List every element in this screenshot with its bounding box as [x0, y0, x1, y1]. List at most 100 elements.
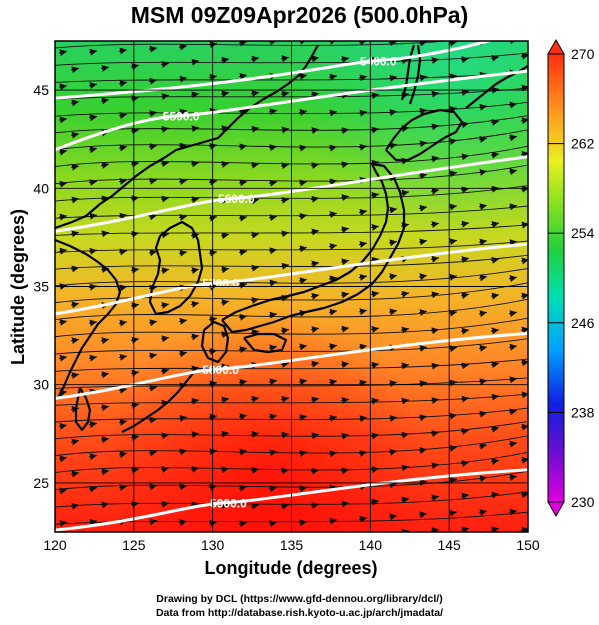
- axis-ticks: 120 125 130 135 140 145 150 25 30 35 40 45: [33, 82, 539, 553]
- wind-arrow: [448, 106, 458, 113]
- wind-arrow: [341, 535, 349, 537]
- wind-arrow: [130, 266, 140, 274]
- wind-arrow: [118, 112, 128, 119]
- lon-tick-125: 125: [122, 537, 146, 553]
- wind-arrow: [70, 196, 80, 204]
- wind-arrow: [100, 64, 110, 72]
- colorbar-label-270: 270: [571, 46, 595, 62]
- wind-arrow: [310, 228, 320, 236]
- wind-arrow: [238, 72, 248, 80]
- lon-tick-130: 130: [201, 537, 225, 553]
- wind-arrow: [268, 144, 278, 152]
- wind-arrow: [460, 428, 470, 435]
- wind-arrow: [178, 519, 188, 527]
- wind-arrow: [88, 179, 98, 186]
- wind-arrow: [160, 432, 170, 440]
- wind-arrow: [160, 126, 170, 133]
- wind-arrow: [118, 248, 128, 256]
- wind-arrow: [88, 247, 98, 255]
- wind-arrow: [508, 343, 518, 351]
- wind-arrow: [418, 74, 428, 82]
- wind-arrow: [310, 502, 320, 509]
- contour-label-5800.0: 5800.0: [202, 363, 239, 377]
- wind-arrow: [478, 442, 488, 450]
- wind-arrow: [460, 395, 470, 403]
- wind-arrow: [250, 231, 260, 239]
- wind-arrow: [460, 186, 470, 194]
- wind-arrow: [448, 309, 458, 317]
- wind-arrow: [508, 134, 518, 142]
- wind-arrow: [400, 57, 410, 65]
- wind-arrow: [58, 83, 68, 91]
- wind-arrow: [118, 212, 128, 220]
- wind-arrow: [191, 540, 199, 542]
- wind-arrow: [430, 291, 440, 299]
- wind-arrow: [178, 213, 188, 221]
- wind-arrow: [400, 496, 410, 504]
- wind-arrow: [250, 466, 260, 474]
- wind-arrow: [358, 208, 368, 216]
- wind-arrow: [490, 491, 500, 499]
- wind-arrow: [178, 142, 188, 150]
- wind-arrow: [478, 344, 488, 352]
- wind-arrow: [490, 220, 500, 228]
- wind-arrow: [280, 55, 290, 63]
- wind-arrow: [58, 319, 68, 326]
- wind-arrow: [430, 221, 440, 228]
- wind-arrow: [238, 281, 248, 289]
- wind-arrow: [370, 361, 380, 369]
- graticule: [54, 41, 529, 532]
- wind-arrow: [88, 212, 98, 220]
- wind-arrow: [310, 195, 320, 203]
- wind-arrow: [478, 410, 488, 418]
- wind-arrow: [190, 300, 200, 308]
- wind-arrow: [418, 238, 428, 246]
- wind-arrow: [178, 108, 188, 116]
- wind-arrow: [160, 301, 170, 309]
- wind-arrow: [418, 41, 428, 47]
- wind-arrow: [70, 230, 80, 238]
- wind-arrow: [238, 413, 248, 421]
- wind-arrow: [118, 353, 128, 361]
- wind-arrow: [268, 247, 278, 255]
- wind-arrow: [430, 527, 440, 532]
- wind-arrow: [130, 500, 140, 508]
- lon-tick-145: 145: [437, 537, 461, 553]
- wind-arrow: [310, 467, 320, 475]
- wind-arrow: [328, 178, 338, 186]
- wind-arrow: [460, 327, 470, 335]
- wind-arrow: [88, 319, 98, 327]
- wind-arrow: [130, 466, 140, 474]
- wind-arrow: [328, 275, 338, 283]
- wind-arrow: [490, 327, 500, 335]
- wind-arrow: [508, 408, 518, 416]
- wind-arrow: [238, 379, 248, 386]
- wind-arrow: [148, 110, 158, 117]
- wind-arrow: [280, 431, 290, 439]
- wind-arrow: [358, 449, 368, 457]
- wind-arrow: [130, 434, 140, 442]
- wind-arrow: [508, 440, 518, 448]
- wind-arrow: [220, 56, 230, 64]
- wind-arrow: [418, 511, 428, 519]
- wind-arrow: [328, 211, 338, 218]
- wind-arrow: [358, 343, 368, 351]
- wind-arrow: [190, 91, 200, 99]
- colorbar-label-230: 230: [571, 494, 595, 510]
- wind-arrow: [490, 393, 500, 401]
- wind-arrow: [490, 118, 500, 126]
- wind-arrow: [310, 292, 320, 300]
- wind-arrow: [268, 108, 278, 116]
- wind-arrow: [220, 466, 230, 474]
- wind-arrow: [328, 144, 338, 152]
- wind-arrow: [238, 107, 248, 115]
- wind-arrow: [178, 43, 188, 51]
- wind-arrow: [130, 302, 140, 310]
- wind-arrow: [88, 421, 98, 429]
- wind-arrow: [478, 203, 488, 211]
- wind-arrow: [460, 89, 470, 96]
- wind-arrow: [388, 206, 398, 214]
- wind-arrow: [370, 92, 380, 100]
- wind-arrow: [400, 326, 410, 334]
- wind-arrow: [100, 97, 110, 105]
